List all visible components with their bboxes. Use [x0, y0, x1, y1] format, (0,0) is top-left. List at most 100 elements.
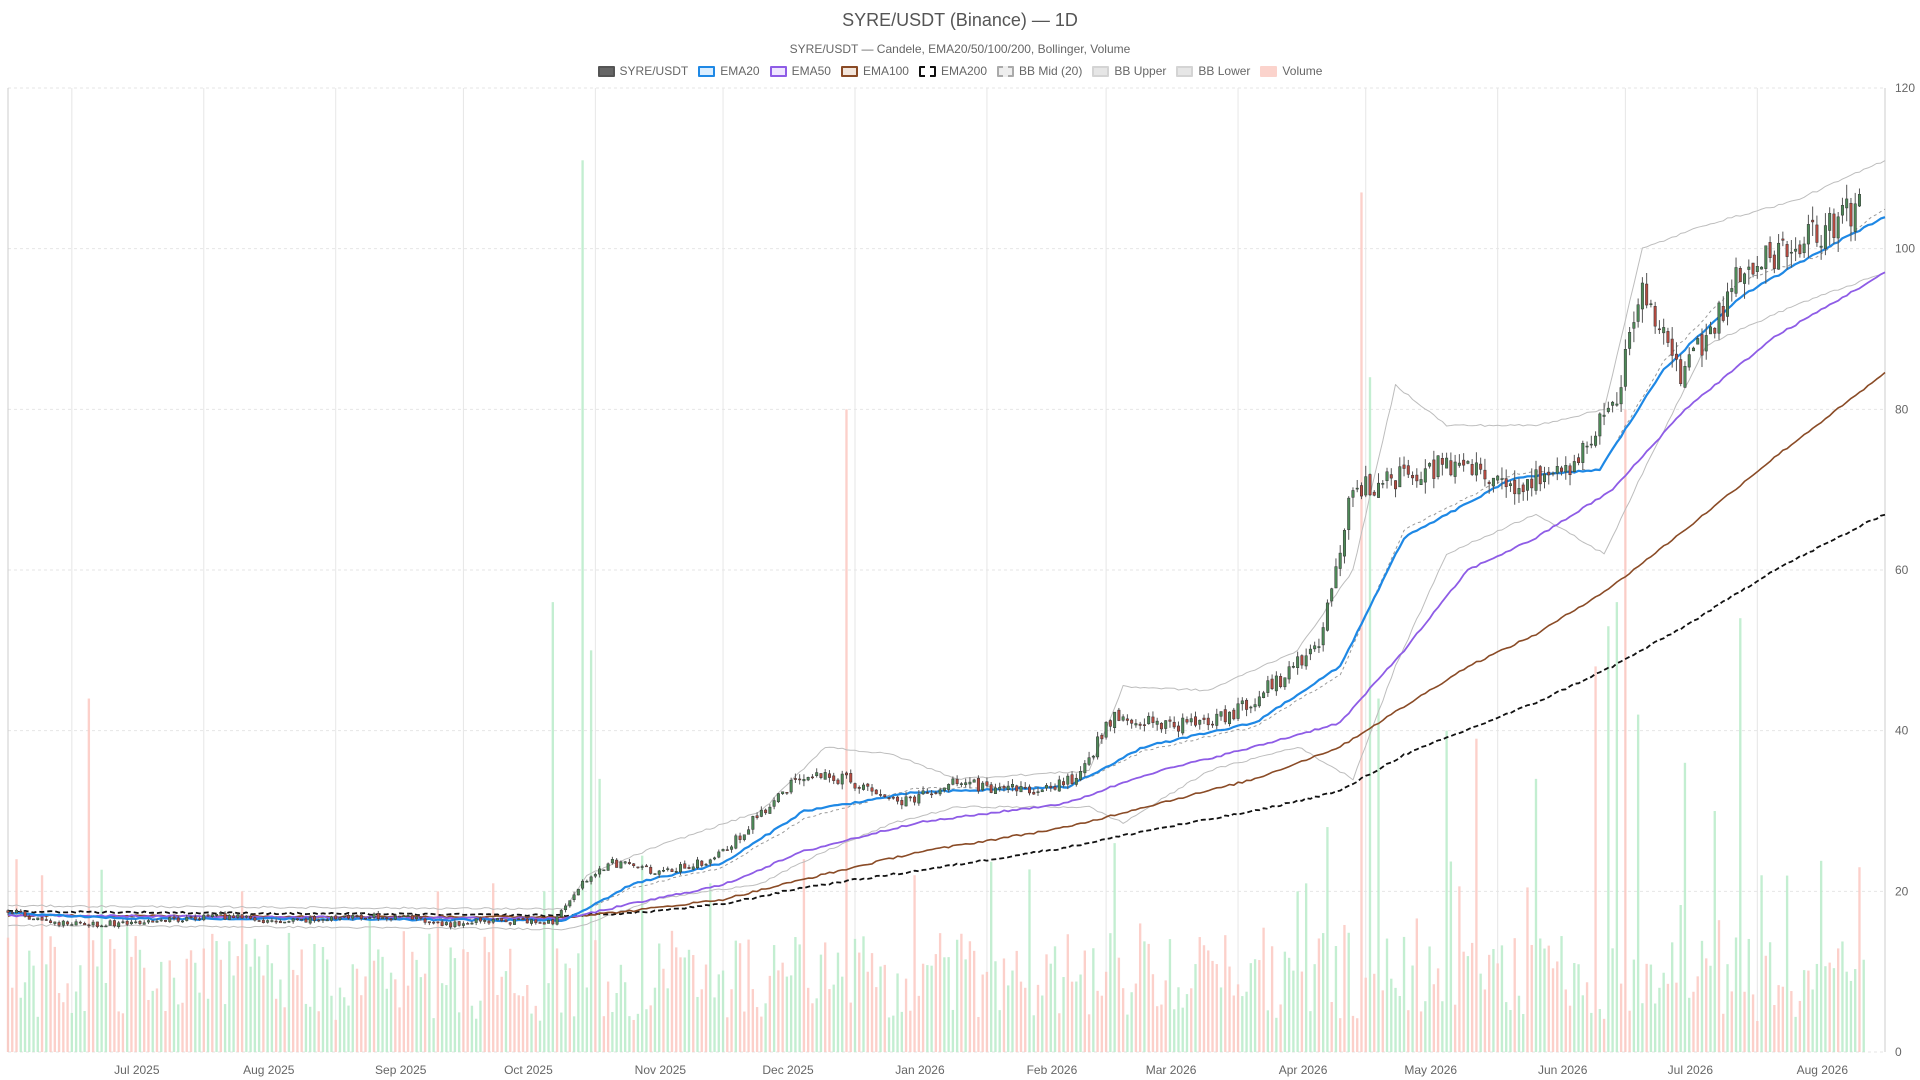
- volume-bar: [623, 982, 627, 1052]
- legend-item-ema100[interactable]: EMA100: [840, 64, 909, 78]
- candle-body: [700, 860, 704, 866]
- legend-item-ema20[interactable]: EMA20: [698, 64, 760, 78]
- candle-body: [266, 920, 270, 923]
- candle-body: [125, 920, 129, 925]
- candle-body: [444, 922, 448, 926]
- candle-body: [1045, 785, 1049, 789]
- volume-bar: [415, 959, 418, 1052]
- legend-item-volume[interactable]: Volume: [1260, 64, 1322, 78]
- legend-item-bb-lower[interactable]: BB Lower: [1176, 64, 1250, 78]
- candle-body: [385, 917, 389, 919]
- candle-body: [947, 784, 951, 790]
- volume-bar: [628, 1016, 631, 1052]
- volume-bar: [509, 948, 512, 1052]
- legend-swatch: [1260, 65, 1278, 77]
- volume-bar: [406, 985, 410, 1052]
- candle-body: [870, 787, 874, 792]
- volume-bar: [172, 977, 176, 1052]
- bb-lower-line: [7, 271, 1886, 931]
- y-tick-label: 0: [1895, 1045, 1902, 1059]
- volume-bar: [1151, 974, 1155, 1052]
- candle-body: [1172, 721, 1176, 728]
- volume-bar: [428, 933, 431, 1052]
- volume-bar: [934, 954, 938, 1052]
- candle-body: [572, 894, 576, 900]
- volume-bar: [1185, 994, 1189, 1052]
- volume-bar: [1671, 942, 1674, 1052]
- candle-body: [1253, 704, 1257, 708]
- volume-bar: [266, 944, 269, 1052]
- volume-bar: [675, 947, 678, 1052]
- volume-bar: [355, 968, 359, 1052]
- candle-body: [338, 917, 342, 920]
- legend-item-syre-usdt[interactable]: SYRE/USDT: [597, 64, 688, 78]
- ema20-line: [7, 216, 1886, 923]
- volume-bar: [45, 964, 48, 1052]
- candle-body: [968, 781, 972, 785]
- candle-body: [1543, 473, 1546, 483]
- volume-bar: [1832, 968, 1836, 1052]
- candle-body: [1108, 720, 1112, 727]
- volume-bar: [1751, 994, 1755, 1052]
- candle-body: [466, 923, 470, 925]
- candle-body: [691, 866, 695, 870]
- volume-bar: [1615, 602, 1619, 1052]
- volume-bar: [385, 988, 388, 1052]
- volume-bar: [730, 989, 733, 1052]
- volume-bar: [1713, 811, 1716, 1052]
- volume-bar: [1743, 991, 1746, 1052]
- candle-body: [1232, 709, 1236, 720]
- candle-body: [593, 874, 597, 877]
- candle-body: [1066, 775, 1070, 785]
- candle-body: [1568, 465, 1572, 476]
- volume-bar: [1292, 970, 1295, 1052]
- legend-swatch: [769, 65, 787, 77]
- candle-body: [606, 863, 610, 871]
- candle-body: [764, 809, 768, 814]
- candle-body: [232, 915, 236, 918]
- volume-bar: [879, 966, 882, 1052]
- volume-bar: [938, 933, 942, 1052]
- volume-bar: [1356, 1018, 1359, 1052]
- legend-item-ema200[interactable]: EMA200: [918, 64, 987, 78]
- y-tick-label: 80: [1895, 402, 1909, 416]
- volume-bar: [1236, 984, 1240, 1052]
- legend-item-ema50[interactable]: EMA50: [769, 64, 831, 78]
- volume-bar: [126, 926, 129, 1052]
- volume-bar: [1837, 948, 1840, 1052]
- volume-bar: [1594, 666, 1597, 1052]
- volume-bar: [968, 941, 972, 1052]
- x-tick-label: Sep 2025: [375, 1063, 427, 1077]
- candle-body: [321, 919, 325, 921]
- candle-body: [653, 873, 657, 875]
- volume-bar: [1849, 980, 1853, 1052]
- volume-bar: [836, 952, 840, 1052]
- candle-body: [1181, 717, 1185, 734]
- candle-body: [1147, 715, 1151, 725]
- volume-bar: [155, 988, 159, 1052]
- candle-body: [1428, 463, 1432, 467]
- volume-bar: [951, 1009, 955, 1052]
- candle-body: [1449, 460, 1453, 476]
- candle-body: [138, 920, 142, 925]
- legend-item-bb-upper[interactable]: BB Upper: [1092, 64, 1166, 78]
- candle-body: [61, 920, 65, 926]
- volume-bar: [309, 1006, 312, 1052]
- candle-body: [1168, 719, 1172, 722]
- volume-bar: [326, 959, 329, 1052]
- volume-bar: [760, 1016, 763, 1052]
- volume-bar: [751, 989, 755, 1052]
- y-tick-label: 120: [1895, 81, 1915, 95]
- candle-body: [1713, 327, 1717, 334]
- volume-bar: [1466, 956, 1470, 1052]
- legend-item-bb-mid-20[interactable]: BB Mid (20): [997, 64, 1082, 78]
- volume-bar: [1705, 958, 1708, 1052]
- volume-bar: [602, 1016, 606, 1052]
- candle-body: [1342, 530, 1346, 557]
- volume-bar: [1602, 1018, 1606, 1052]
- candle-body: [517, 918, 521, 920]
- candle-body: [1768, 242, 1772, 258]
- candle-body: [402, 915, 406, 918]
- candle-body: [819, 773, 823, 778]
- volume-bar: [1658, 987, 1661, 1052]
